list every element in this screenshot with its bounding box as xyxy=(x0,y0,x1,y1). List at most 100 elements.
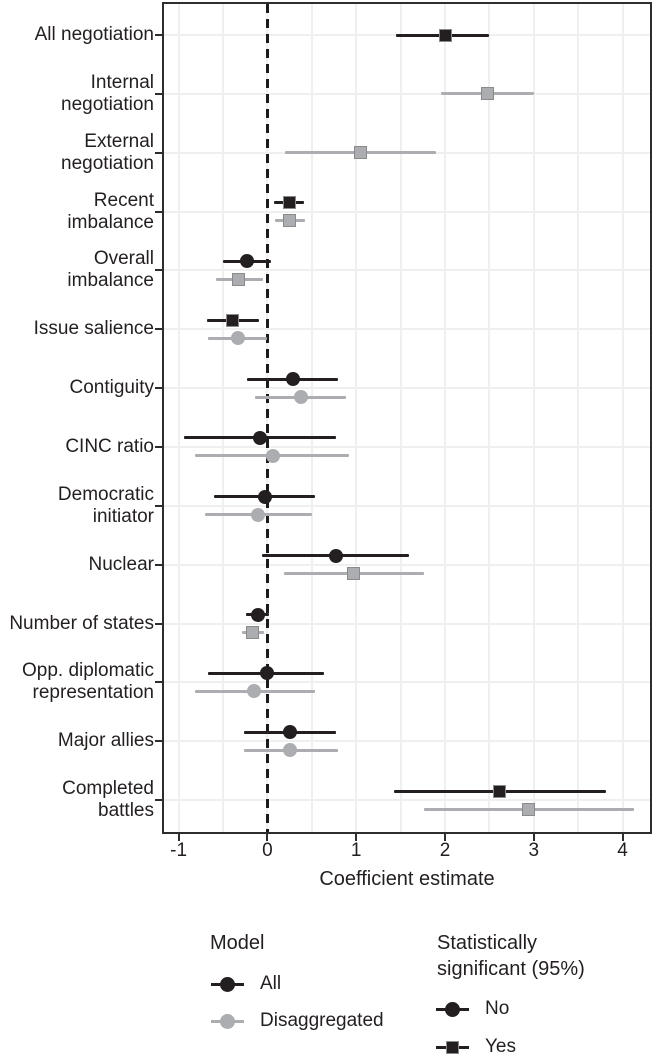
y-axis-label: Opp. diplomatic representation xyxy=(21,660,154,704)
x-axis-tick-label: 3 xyxy=(528,840,540,861)
gridline-horizontal xyxy=(164,681,650,684)
gridline-horizontal xyxy=(164,445,650,448)
x-axis-tick-label: 4 xyxy=(617,840,628,861)
gridline-vertical xyxy=(399,4,402,832)
legend-item-label: No xyxy=(485,998,510,1019)
point-marker-square xyxy=(245,626,259,639)
legend-item: Yes xyxy=(436,1036,516,1058)
gridline-horizontal xyxy=(164,504,650,507)
y-axis-tick-mark xyxy=(155,563,162,566)
x-axis-tick-mark xyxy=(177,834,180,841)
y-axis-label: External negotiation xyxy=(61,130,154,174)
point-marker-circle xyxy=(282,743,297,758)
legend-significance-title: Statistically significant (95%) xyxy=(437,932,585,980)
gridline-vertical xyxy=(532,4,535,832)
gridline-vertical xyxy=(621,4,624,832)
y-axis-tick-mark xyxy=(155,151,162,154)
x-axis-tick-label: 1 xyxy=(350,840,362,861)
point-marker-square xyxy=(226,313,240,327)
point-marker-circle xyxy=(239,254,254,269)
y-axis-tick-mark xyxy=(155,210,162,213)
y-axis-label: Overall imbalance xyxy=(67,248,154,292)
x-axis-tick-mark xyxy=(266,834,269,841)
gridline-horizontal xyxy=(164,622,650,625)
y-axis-tick-mark xyxy=(155,504,162,507)
point-marker-circle xyxy=(253,430,268,445)
legend-glyph-shape xyxy=(446,1040,459,1054)
point-marker-square xyxy=(347,567,361,581)
y-axis-tick-mark xyxy=(155,34,162,36)
y-axis-tick-mark xyxy=(155,799,162,802)
point-marker-circle xyxy=(231,331,246,346)
legend-item: No xyxy=(436,998,509,1020)
point-marker-square xyxy=(438,28,452,42)
legend-circle-icon xyxy=(436,1000,469,1018)
gridline-vertical xyxy=(577,4,580,832)
gridline-horizontal xyxy=(164,328,650,331)
y-axis-label: All negotiation xyxy=(34,24,154,45)
y-axis-tick-mark xyxy=(155,740,162,743)
point-marker-circle xyxy=(286,372,301,387)
y-axis-tick-mark xyxy=(155,445,162,448)
point-marker-circle xyxy=(257,489,272,504)
legend-glyph-shape xyxy=(220,1013,235,1029)
y-axis-label: Recent imbalance xyxy=(67,189,154,233)
x-axis-tick-label: 2 xyxy=(439,840,451,861)
legend-item-label: Yes xyxy=(485,1036,516,1057)
zero-reference-line xyxy=(265,4,269,832)
x-axis-tick-mark xyxy=(444,834,446,841)
point-marker-square xyxy=(231,272,245,286)
legend-model-title: Model xyxy=(210,932,265,954)
point-marker-circle xyxy=(282,725,297,740)
y-axis-tick-mark xyxy=(155,92,162,95)
y-axis-label: Contiguity xyxy=(69,377,155,399)
y-axis-label: Issue salience xyxy=(33,318,154,340)
gridline-horizontal xyxy=(164,387,650,390)
point-marker-square xyxy=(283,196,297,210)
legend-item-label: Disaggregated xyxy=(260,1010,384,1031)
point-marker-square xyxy=(492,784,506,798)
legend-circle-icon xyxy=(211,975,244,993)
point-marker-circle xyxy=(265,448,280,463)
gridline-horizontal xyxy=(164,563,650,566)
y-axis-label: Democratic initiator xyxy=(57,483,154,527)
gridline-horizontal xyxy=(164,799,650,802)
point-marker-square xyxy=(283,214,297,228)
y-axis-tick-mark xyxy=(155,269,162,272)
y-axis-label: CINC ratio xyxy=(65,435,154,457)
point-marker-circle xyxy=(250,507,265,522)
legend-item: All xyxy=(211,973,281,995)
x-axis-title: Coefficient estimate xyxy=(319,868,495,890)
legend-square-icon xyxy=(436,1038,469,1056)
x-axis-tick-label: 0 xyxy=(262,840,273,861)
legend-item: Disaggregated xyxy=(211,1010,384,1032)
gridline-horizontal xyxy=(164,92,650,95)
plot-panel xyxy=(162,2,652,834)
gridline-vertical xyxy=(177,4,180,832)
gridline-horizontal xyxy=(164,210,650,213)
gridline-horizontal xyxy=(164,269,650,272)
y-axis-label: Nuclear xyxy=(88,553,154,575)
point-marker-circle xyxy=(328,548,343,563)
gridline-vertical xyxy=(488,4,491,832)
point-marker-square xyxy=(481,87,495,101)
y-axis-label: Number of states xyxy=(9,612,154,634)
x-axis-tick-label: -1 xyxy=(170,840,188,861)
legend-item-label: All xyxy=(260,973,282,994)
point-marker-circle xyxy=(259,666,274,681)
y-axis-label: Internal negotiation xyxy=(61,71,154,115)
legend-circle-icon xyxy=(211,1012,244,1030)
x-axis-tick-mark xyxy=(355,834,358,841)
y-axis-label: Completed battles xyxy=(62,778,154,822)
point-marker-circle xyxy=(247,684,262,699)
y-axis-tick-mark xyxy=(155,328,162,331)
point-marker-circle xyxy=(250,607,265,622)
gridline-vertical xyxy=(355,4,358,832)
x-axis-tick-mark xyxy=(532,834,535,841)
legend-glyph-shape xyxy=(445,1001,460,1017)
gridline-vertical xyxy=(444,4,446,832)
x-axis-tick-mark xyxy=(621,834,624,841)
gridline-vertical xyxy=(310,4,313,832)
gridline-vertical xyxy=(222,4,224,832)
point-marker-square xyxy=(354,146,368,160)
